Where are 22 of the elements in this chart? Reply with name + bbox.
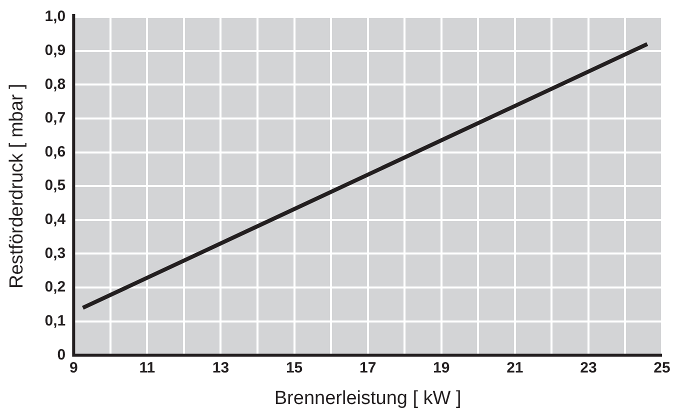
x-tick-label: 11 [139, 359, 156, 376]
y-tick-label: 0,2 [44, 278, 66, 296]
y-tick-label: 0 [57, 346, 66, 364]
x-tick-label: 25 [654, 359, 670, 376]
y-tick-label: 1,0 [44, 8, 66, 26]
y-tick-label: 0,8 [44, 76, 66, 93]
x-tick-label: 19 [433, 359, 450, 376]
y-tick-label: 0,3 [44, 244, 66, 262]
x-tick-label: 21 [506, 359, 524, 376]
y-tick-label: 0,9 [44, 42, 66, 59]
y-tick-label: 0,4 [44, 211, 66, 228]
x-tick-label: 23 [580, 359, 597, 376]
y-tick-label: 0,5 [44, 177, 66, 194]
x-tick-label: 13 [212, 359, 230, 376]
y-tick-label: 0,7 [44, 110, 66, 127]
x-tick-label: 9 [69, 359, 78, 376]
x-tick-label: 17 [359, 359, 376, 376]
y-axis-title: Restförderdruck [ mbar ] [6, 84, 28, 289]
x-axis-title: Brennerleistung [ kW ] [274, 388, 462, 409]
y-tick-label: 0,6 [44, 143, 66, 160]
y-tick-label: 0,1 [44, 312, 66, 330]
x-tick-label: 15 [286, 359, 303, 376]
